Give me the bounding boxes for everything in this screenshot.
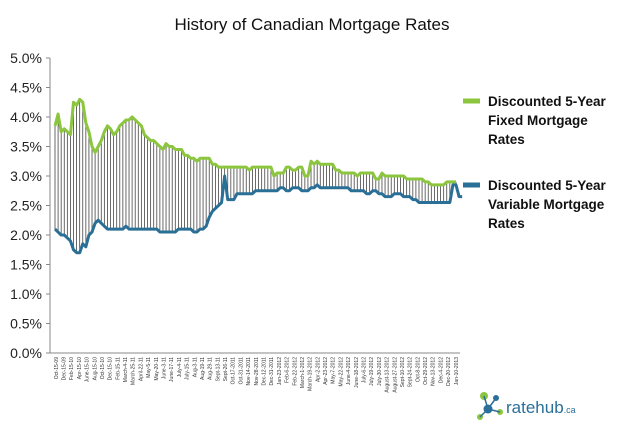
y-axis-ticks: 0.0% 0.5% 1.0% 1.5% 2.0% 2.5% 3.0% 3.5% 4.0% 4.5%… xyxy=(10,50,50,361)
x-tick-label: Aug-29-11 xyxy=(208,357,214,380)
x-tick-label: Oct-8-2012 xyxy=(415,357,421,382)
y-tick-label: 2.0% xyxy=(10,227,42,243)
x-tick-label: July-6-2012 xyxy=(361,357,367,383)
x-tick-label: Aug-3-11 xyxy=(192,357,198,377)
x-axis-ticks: Oct-15-09 Dec-15-09 Feb-15-10 Apr-15-10 June… xyxy=(54,357,460,393)
x-tick-label: Sept-13-11 xyxy=(215,357,221,382)
y-tick-label: 4.0% xyxy=(10,109,42,125)
x-tick-label: Apr-15-10 xyxy=(77,357,83,379)
x-tick-label: June-18-2012 xyxy=(354,357,360,388)
ratehub-logo: ratehub.ca xyxy=(477,392,576,420)
x-tick-label: March-4-11 xyxy=(123,357,129,382)
x-tick-label: July-4-11 xyxy=(177,357,183,377)
ratehub-logo-name: ratehub xyxy=(506,398,564,417)
legend: Discounted 5-Year Fixed Mortgage Rates D… xyxy=(463,94,610,231)
y-tick-label: 5.0% xyxy=(10,50,42,66)
x-tick-label: Nov-13-2012 xyxy=(431,357,437,386)
x-tick-label: Nov-28-2011 xyxy=(254,357,260,386)
x-tick-label: Apr-23-2012 xyxy=(323,357,329,385)
variable-rate-line xyxy=(53,174,463,255)
x-tick-label: May-5-11 xyxy=(146,357,152,378)
x-tick-label: Dec-15-10 xyxy=(108,357,114,381)
x-tick-label: Dec-4-2012 xyxy=(438,357,444,383)
chart-title: History of Canadian Mortgage Rates xyxy=(175,15,450,34)
legend-item-variable: Discounted 5-Year Variable Mortgage Rate… xyxy=(463,178,610,231)
legend-label-fixed: Discounted 5-Year Fixed Mortgage Rates xyxy=(488,94,610,147)
x-tick-label: Apr-2-2012 xyxy=(315,357,321,382)
x-tick-label: Jan-23-2012 xyxy=(277,357,283,385)
x-tick-label: April-22-11 xyxy=(138,357,144,381)
x-tick-label: Jan-10-2013 xyxy=(454,357,460,385)
x-tick-label: Dec-31-2011 xyxy=(269,357,275,386)
x-tick-label: August-13-2012 xyxy=(385,357,391,393)
y-tick-label: 1.5% xyxy=(10,257,42,273)
legend-label-variable: Discounted 5-Year Variable Mortgage Rate… xyxy=(488,178,610,231)
x-tick-label: March-1-2012 xyxy=(300,357,306,388)
x-tick-label: Aug-15-10 xyxy=(92,357,98,381)
x-tick-label: June-4-2012 xyxy=(346,357,352,385)
y-tick-label: 2.5% xyxy=(10,198,42,214)
ratehub-logo-suffix: .ca xyxy=(564,405,576,415)
x-tick-label: Sept-26-11 xyxy=(223,357,229,382)
series-lines xyxy=(53,97,463,255)
y-tick-label: 3.0% xyxy=(10,168,42,184)
y-tick-label: 3.5% xyxy=(10,139,42,155)
x-tick-label: Aug-19-11 xyxy=(200,357,206,380)
ratehub-logo-text: ratehub.ca xyxy=(506,398,576,417)
x-tick-label: Dec-12-2011 xyxy=(261,357,267,386)
x-tick-label: May-20-11 xyxy=(154,357,160,381)
x-tick-label: June-3-11 xyxy=(161,357,167,379)
y-tick-label: 1.0% xyxy=(10,286,42,302)
x-tick-label: July-15-11 xyxy=(185,357,191,380)
x-tick-label: Oct-29-2012 xyxy=(423,357,429,385)
x-tick-label: Feb-15-11 xyxy=(115,357,121,380)
x-tick-label: Oct-15-09 xyxy=(54,357,60,379)
x-tick-label: Sept-24-2012 xyxy=(408,357,414,388)
y-tick-label: 4.5% xyxy=(10,80,42,96)
x-tick-label: August-27-2012 xyxy=(392,357,398,393)
x-tick-label: Feb-15-10 xyxy=(69,357,75,380)
x-tick-label: Nov-14-2011 xyxy=(246,357,252,386)
legend-item-fixed: Discounted 5-Year Fixed Mortgage Rates xyxy=(463,94,610,147)
x-tick-label: May-7-2012 xyxy=(331,357,337,384)
x-tick-label: Oct-31-2011 xyxy=(238,357,244,385)
y-tick-label: 0.0% xyxy=(10,345,42,361)
x-tick-label: July-30-2012 xyxy=(377,357,383,386)
x-tick-label: June-17-11 xyxy=(169,357,175,382)
x-tick-label: May-22-2012 xyxy=(338,357,344,387)
x-tick-label: Oct-17-2011 xyxy=(231,357,237,385)
y-tick-label: 0.5% xyxy=(10,316,42,332)
x-tick-label: March-19-2012 xyxy=(308,357,314,391)
ratehub-logo-icon xyxy=(477,392,503,420)
x-tick-label: Feb-6-2012 xyxy=(285,357,291,383)
fixed-rate-line xyxy=(53,97,456,187)
x-tick-label: Dec-15-09 xyxy=(61,357,67,381)
x-tick-label: Dec-20-2012 xyxy=(446,357,452,386)
rate-spread-hatching xyxy=(54,99,457,253)
x-tick-label: March-25-11 xyxy=(131,357,137,385)
x-tick-label: June-15-10 xyxy=(85,357,91,383)
plot-area: 0.0% 0.5% 1.0% 1.5% 2.0% 2.5% 3.0% 3.5% 4.0% 4.5%… xyxy=(10,50,463,393)
x-tick-label: Sept-10-2012 xyxy=(400,357,406,388)
x-tick-label: Feb-22-2012 xyxy=(292,357,298,386)
x-tick-label: Oct-15-10 xyxy=(100,357,106,379)
x-tick-label: July-19-2012 xyxy=(369,357,375,386)
